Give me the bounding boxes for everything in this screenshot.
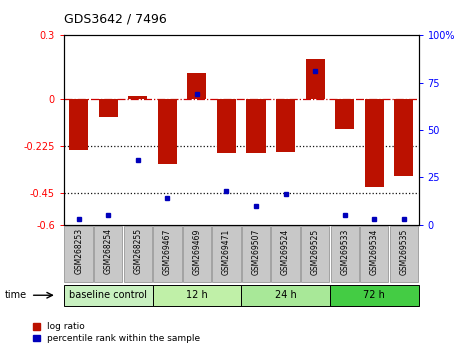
Text: GSM269469: GSM269469: [193, 228, 201, 275]
Bar: [276, 98, 295, 152]
Bar: [128, 96, 148, 98]
Bar: [69, 98, 88, 150]
Text: GSM268255: GSM268255: [133, 228, 142, 274]
Bar: [158, 98, 177, 164]
FancyBboxPatch shape: [330, 285, 419, 306]
Text: GSM269507: GSM269507: [252, 228, 261, 275]
Text: GSM268254: GSM268254: [104, 228, 113, 274]
Text: GSM269533: GSM269533: [340, 228, 349, 275]
FancyBboxPatch shape: [360, 226, 388, 282]
Text: GSM269535: GSM269535: [399, 228, 408, 275]
Text: time: time: [5, 290, 27, 300]
Bar: [187, 73, 207, 98]
Text: GSM269524: GSM269524: [281, 228, 290, 275]
Legend: log ratio, percentile rank within the sample: log ratio, percentile rank within the sa…: [33, 322, 201, 343]
Bar: [365, 98, 384, 187]
FancyBboxPatch shape: [94, 226, 123, 282]
Bar: [306, 58, 325, 98]
Text: baseline control: baseline control: [69, 290, 147, 300]
Bar: [246, 98, 266, 153]
Text: 72 h: 72 h: [363, 290, 385, 300]
FancyBboxPatch shape: [183, 226, 211, 282]
FancyBboxPatch shape: [123, 226, 152, 282]
Bar: [394, 98, 413, 176]
FancyBboxPatch shape: [64, 285, 152, 306]
Text: 12 h: 12 h: [186, 290, 208, 300]
FancyBboxPatch shape: [212, 226, 241, 282]
Bar: [335, 98, 354, 129]
Bar: [217, 98, 236, 153]
Text: GSM269467: GSM269467: [163, 228, 172, 275]
FancyBboxPatch shape: [331, 226, 359, 282]
FancyBboxPatch shape: [153, 226, 182, 282]
Text: GSM268253: GSM268253: [74, 228, 83, 274]
Text: GSM269525: GSM269525: [311, 228, 320, 275]
FancyBboxPatch shape: [152, 285, 241, 306]
Text: GDS3642 / 7496: GDS3642 / 7496: [64, 12, 166, 25]
FancyBboxPatch shape: [64, 226, 93, 282]
FancyBboxPatch shape: [272, 226, 300, 282]
FancyBboxPatch shape: [242, 226, 270, 282]
FancyBboxPatch shape: [241, 285, 330, 306]
Text: GSM269471: GSM269471: [222, 228, 231, 275]
FancyBboxPatch shape: [390, 226, 418, 282]
Text: GSM269534: GSM269534: [370, 228, 379, 275]
Text: 24 h: 24 h: [275, 290, 297, 300]
FancyBboxPatch shape: [301, 226, 329, 282]
Bar: [98, 98, 118, 118]
